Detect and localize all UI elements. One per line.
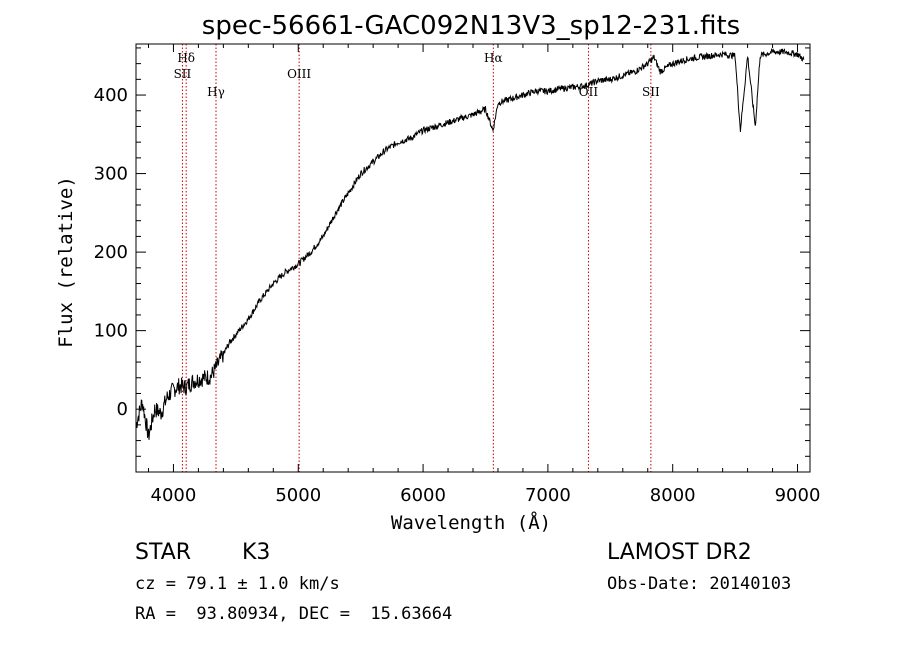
line-label-oiii: OIII (287, 67, 311, 81)
series-flux (135, 48, 805, 440)
redshift-velocity: cz = 79.1 ± 1.0 km/s (135, 574, 340, 594)
chart-title: spec-56661-GAC092N13V3_sp12-231.fits (202, 11, 740, 41)
x-axis-label: Wavelength (Å) (391, 511, 551, 534)
y-tick-label-100: 100 (94, 321, 128, 342)
line-label-sii: SII (642, 85, 660, 99)
x-tick-label-7000: 7000 (525, 485, 571, 506)
line-label-hδ: Hδ (177, 51, 195, 65)
axis-ticks: 4000 5000 6000 7000 8000 9000 0 100 200 300 400 (94, 44, 821, 506)
x-tick-label-9000: 9000 (775, 485, 821, 506)
plot-frame (135, 43, 811, 473)
line-label-hγ: Hγ (207, 85, 225, 99)
line-label-hα: Hα (484, 51, 503, 65)
object-type: STAR (135, 540, 192, 565)
y-tick-label-200: 200 (94, 242, 128, 263)
observation-date: Obs-Date: 20140103 (607, 574, 792, 594)
series-group (135, 48, 805, 440)
spectral-subclass: K3 (242, 540, 271, 565)
coordinates: RA = 93.80934, DEC = 15.63664 (135, 604, 453, 624)
y-tick-label-300: 300 (94, 164, 128, 185)
y-tick-label-0: 0 (117, 399, 128, 420)
x-tick-label-6000: 6000 (400, 485, 446, 506)
y-tick-label-400: 400 (94, 85, 128, 106)
x-tick-label-8000: 8000 (650, 485, 696, 506)
line-label-sii: SII (174, 67, 192, 81)
emission-line-markers: Hδ SII Hγ OIII Hα OII SII (174, 44, 660, 472)
y-axis-label: Flux (relative) (55, 176, 77, 348)
survey-name: LAMOST DR2 (607, 540, 752, 565)
x-tick-label-5000: 5000 (275, 485, 321, 506)
line-label-oii: OII (579, 85, 599, 99)
x-tick-label-4000: 4000 (151, 485, 197, 506)
